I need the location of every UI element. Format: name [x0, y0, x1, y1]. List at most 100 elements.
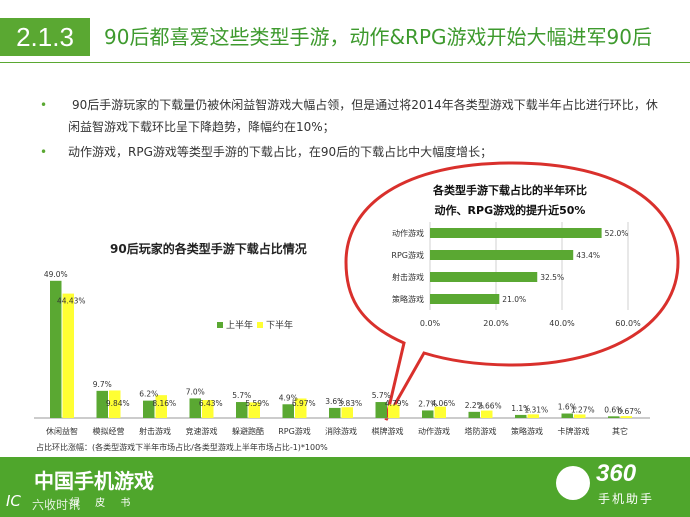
bar-label-second-half: 44.43% [57, 297, 86, 306]
main-bar-chart: 49.0% 44.43% 休闲益智 9.7% 9.84% 模拟经营 6.2%8.16% 射击游… [34, 270, 650, 436]
bar-label-second-half: 5.59% [245, 399, 269, 408]
inset-value-label: 21.0% [502, 295, 526, 304]
bar-second-half [341, 407, 353, 418]
category-label: 棋牌游戏 [372, 426, 404, 436]
bar-first-half [468, 411, 480, 418]
bar-second-half [62, 293, 74, 418]
inset-value-label: 52.0% [605, 229, 629, 238]
category-label: RPG游戏 [278, 426, 311, 436]
bar-second-half [574, 414, 586, 418]
bar-second-half [388, 404, 400, 418]
bar-first-half [608, 416, 620, 418]
main-chart-title: 90后玩家的各类型手游下载占比情况 [110, 242, 307, 256]
callout-bubble [344, 161, 680, 421]
category-label: 卡牌游戏 [558, 426, 590, 436]
slide-title: 90后都喜爱这些类型手游，动作&RPG游戏开始大幅进军90后 [104, 25, 652, 49]
bar-second-half [481, 410, 493, 418]
x-tick-label: 0.0% [420, 319, 441, 328]
bar-second-half [620, 416, 632, 418]
inset-bar [430, 294, 500, 304]
category-label: 动作游戏 [418, 426, 450, 436]
logo-number: 360 [596, 460, 637, 487]
callout-title-line-2: 动作、RPG游戏的提升近50% [435, 203, 586, 217]
bar-first-half [282, 404, 294, 418]
bar-second-half [109, 390, 121, 418]
bar-label-second-half: 1.31% [524, 405, 548, 414]
legend-swatch-second-half [257, 322, 263, 328]
chart-legend: 上半年 下半年 [217, 319, 293, 331]
bar-label-first-half: 6.2% [139, 390, 158, 399]
category-label: 策略游戏 [511, 426, 543, 436]
logo-name: 手机助手 [598, 492, 655, 506]
bar-first-half [96, 390, 108, 418]
bar-first-half [329, 407, 341, 418]
bar-first-half [143, 400, 155, 418]
bar-second-half [295, 398, 307, 418]
bar-label-first-half: 2.2% [465, 401, 484, 410]
bar-first-half [236, 402, 248, 418]
bar-label-second-half: 6.97% [292, 399, 316, 408]
bar-second-half [527, 414, 539, 418]
watermark-text: 六收时讯 [32, 498, 81, 512]
bar-label-first-half: 2.7% [418, 399, 437, 408]
inset-value-label: 43.4% [576, 251, 600, 260]
bar-label-second-half: 1.27% [571, 405, 595, 414]
footer-brand-title: 中国手机游戏 [34, 469, 154, 493]
ic-logo-mark: IC [6, 492, 21, 510]
bar-label-second-half: 3.83% [338, 399, 362, 408]
x-tick-label: 40.0% [549, 319, 575, 328]
bullet-item: • 动作游戏，RPG游戏等类型手游的下载占比，在90后的下载占比中大幅度增长； [40, 141, 668, 163]
inset-bar [430, 272, 538, 282]
category-label: 休闲益智 [46, 426, 78, 436]
bar-label-first-half: 7.0% [186, 387, 205, 396]
bar-second-half [202, 399, 214, 418]
bar-first-half [515, 414, 527, 418]
title-divider [0, 62, 690, 63]
category-label: 塔防游戏 [465, 426, 497, 436]
bar-label-second-half: 0.67% [617, 407, 641, 416]
category-label: 躲避跑酷 [232, 426, 264, 436]
bar-first-half [189, 398, 201, 418]
inset-bar [430, 228, 602, 238]
x-tick-label: 20.0% [483, 319, 509, 328]
bar-first-half [50, 280, 62, 418]
bar-label-second-half: 8.16% [152, 399, 176, 408]
bar-label-first-half: 49.0% [44, 270, 68, 279]
inset-bar [430, 250, 574, 260]
bullet-text: 动作游戏，RPG游戏等类型手游的下载占比，在90后的下载占比中大幅度增长； [68, 145, 493, 159]
inset-category-label: 动作游戏 [392, 228, 424, 238]
category-label: 消除游戏 [325, 426, 357, 436]
category-label: 射击游戏 [139, 426, 171, 436]
inset-category-label: 策略游戏 [392, 294, 424, 304]
bar-label-first-half: 5.7% [232, 391, 251, 400]
inset-category-label: 射击游戏 [392, 272, 424, 282]
bar-label-first-half: 9.7% [93, 380, 112, 389]
bar-first-half [375, 402, 387, 418]
bar-label-first-half: 3.6% [325, 397, 344, 406]
bar-first-half [561, 413, 573, 418]
bullet-text: 90后手游玩家的下载量仍被休闲益智游戏大幅占领，但是通过将2014年各类型游戏下… [68, 98, 658, 134]
legend-swatch-first-half [217, 322, 223, 328]
bar-label-second-half: 9.84% [106, 399, 130, 408]
chart-footnote: 占比环比涨幅：(各类型游戏下半年市场占比/各类型游戏上半年市场占比-1)*100… [36, 442, 328, 452]
bar-label-first-half: 0.6% [604, 405, 623, 414]
footer-brand-subtitle: 绿 皮 书 [70, 498, 137, 509]
callout-title-line-1: 各类型手游下载占比的半年环比 [432, 183, 587, 197]
bar-label-first-half: 1.1% [511, 404, 530, 413]
bar-label-second-half: 4.06% [431, 399, 455, 408]
bar-label-first-half: 1.6% [558, 403, 577, 412]
bar-label-second-half: 2.66% [478, 402, 502, 411]
bar-second-half [434, 406, 446, 418]
inset-value-label: 32.5% [540, 273, 564, 282]
x-tick-label: 60.0% [615, 319, 641, 328]
basketball-logo-icon [556, 466, 590, 500]
bullet-dot: • [40, 145, 48, 159]
category-label: 其它 [612, 426, 628, 436]
bullet-item: • 90后手游玩家的下载量仍被休闲益智游戏大幅占领，但是通过将2014年各类型游… [40, 94, 668, 138]
bar-second-half [155, 395, 167, 418]
bullet-dot: • [40, 98, 48, 112]
inset-bar-chart: 0.0% 20.0% 40.0% 60.0% 52.0% 动作游戏 43.4% RPG游戏 32… [391, 222, 641, 328]
legend-label-first-half: 上半年 [226, 319, 253, 331]
bar-label-second-half: 4.79% [385, 399, 409, 408]
